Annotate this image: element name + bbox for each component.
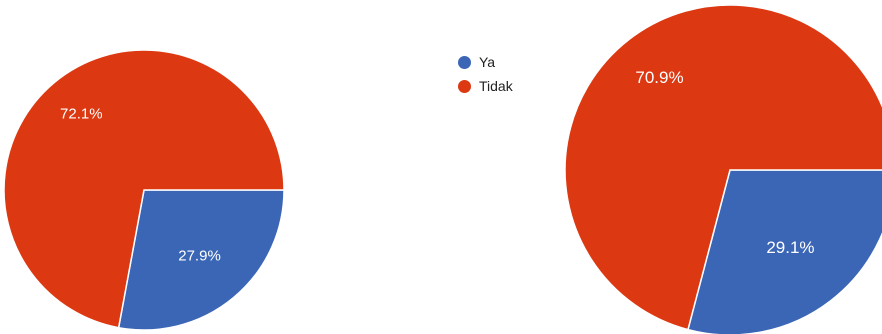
slice-label-ya: 29.1% — [766, 238, 814, 257]
slice-label-ya: 27.9% — [178, 248, 221, 265]
legend-label-ya: Ya — [479, 54, 496, 70]
pie-chart-2: 29.1% 70.9% — [564, 4, 882, 334]
legend-swatch-tidak — [458, 79, 471, 93]
slice-label-tidak: 70.9% — [635, 68, 683, 87]
pie-chart-1: 27.9% 72.1% — [3, 49, 285, 331]
legend-item-ya: Ya — [458, 50, 513, 74]
legend-label-tidak: Tidak — [479, 78, 513, 94]
pie-slice-tidak — [564, 4, 882, 331]
slice-label-tidak: 72.1% — [60, 106, 103, 123]
pie-slice-tidak — [3, 49, 285, 329]
pie-slice-ya — [117, 189, 285, 331]
legend: Ya Tidak — [458, 50, 513, 98]
pie-slice-ya — [687, 169, 882, 334]
legend-item-tidak: Tidak — [458, 74, 513, 98]
legend-swatch-ya — [458, 55, 471, 69]
